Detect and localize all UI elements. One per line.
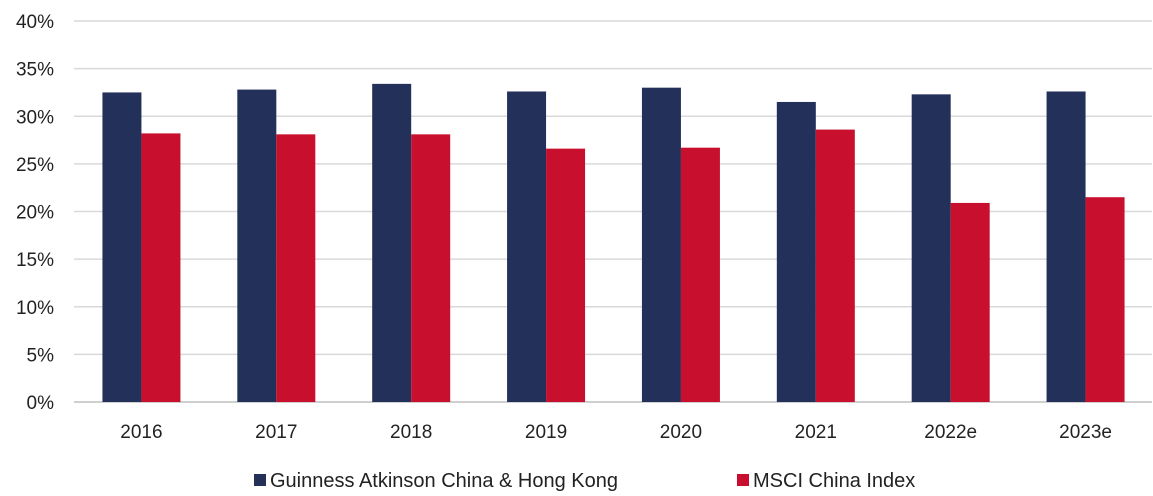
- bar-msci-2016: [141, 133, 180, 402]
- y-tick-label-35: 35%: [16, 60, 54, 81]
- y-axis-tick-labels: 0% 5% 10% 15% 20% 25% 30% 35% 40%: [16, 12, 54, 414]
- y-tick-label-30: 30%: [16, 107, 54, 128]
- bar-msci-2022e: [951, 203, 990, 402]
- legend-swatch-guinness: [254, 474, 266, 486]
- bar-msci-2017: [276, 134, 315, 402]
- bar-guinness-2022e: [912, 94, 951, 402]
- bar-msci-2021: [816, 130, 855, 402]
- x-axis-tick-labels: 2016 2017 2018 2019 2020 2021 2022e 2023e: [120, 422, 1112, 443]
- y-tick-label-20: 20%: [16, 203, 54, 224]
- bar-guinness-2018: [372, 84, 411, 402]
- legend-label-guinness: Guinness Atkinson China & Hong Kong: [270, 470, 618, 491]
- gridlines: [74, 21, 1152, 402]
- y-tick-label-40: 40%: [16, 12, 54, 33]
- y-tick-label-5: 5%: [27, 345, 55, 366]
- y-tick-label-0: 0%: [27, 393, 55, 414]
- y-tick-label-25: 25%: [16, 155, 54, 176]
- bar-guinness-2019: [507, 91, 546, 402]
- x-tick-label-2017: 2017: [255, 422, 297, 443]
- x-tick-label-2022e: 2022e: [924, 422, 977, 443]
- bar-msci-2019: [546, 149, 585, 402]
- x-tick-label-2019: 2019: [525, 422, 567, 443]
- x-tick-label-2021: 2021: [795, 422, 837, 443]
- bar-msci-2023e: [1086, 197, 1125, 402]
- bar-guinness-2017: [237, 90, 276, 402]
- legend: Guinness Atkinson China & Hong Kong MSCI…: [254, 470, 915, 491]
- bar-guinness-2023e: [1047, 91, 1086, 402]
- bar-msci-2020: [681, 148, 720, 402]
- bar-guinness-2016: [102, 92, 141, 402]
- y-tick-label-15: 15%: [16, 250, 54, 271]
- bar-guinness-2020: [642, 88, 681, 402]
- x-tick-label-2020: 2020: [660, 422, 702, 443]
- legend-label-msci: MSCI China Index: [753, 470, 915, 491]
- bar-guinness-2021: [777, 102, 816, 402]
- legend-swatch-msci: [737, 474, 749, 486]
- bar-msci-2018: [411, 134, 450, 402]
- y-tick-label-10: 10%: [16, 298, 54, 319]
- x-tick-label-2018: 2018: [390, 422, 432, 443]
- x-tick-label-2016: 2016: [120, 422, 162, 443]
- x-tick-label-2023e: 2023e: [1059, 422, 1112, 443]
